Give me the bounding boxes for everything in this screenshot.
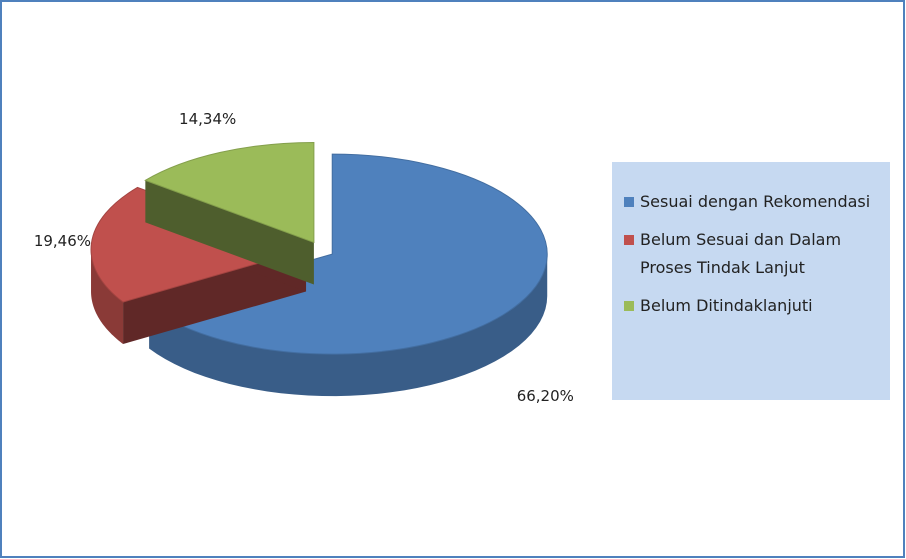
legend-item: Sesuai dengan Rekomendasi	[624, 188, 880, 216]
data-label: 14,34%	[179, 110, 236, 128]
legend-swatch	[624, 235, 634, 245]
slice-side	[149, 254, 548, 397]
slice-wall	[145, 180, 314, 285]
legend-swatch	[624, 301, 634, 311]
slice-top	[90, 186, 308, 303]
legend-label: Sesuai dengan Rekomendasi	[640, 192, 871, 211]
pie-slice	[144, 141, 315, 285]
legend: Sesuai dengan Rekomendasi Belum Sesuai da…	[612, 162, 890, 400]
legend-label: Belum Ditindaklanjuti	[640, 296, 813, 315]
legend-item: Belum Ditindaklanjuti	[624, 292, 880, 320]
legend-label: Belum Sesuai dan Dalam Proses Tindak Lan…	[640, 230, 842, 277]
legend-swatch	[624, 197, 634, 207]
slice-top	[144, 141, 315, 244]
legend-item: Belum Sesuai dan Dalam Proses Tindak Lan…	[624, 226, 880, 282]
slice-side	[91, 249, 124, 345]
data-label: 19,46%	[34, 232, 91, 250]
data-label: 66,20%	[517, 387, 574, 405]
